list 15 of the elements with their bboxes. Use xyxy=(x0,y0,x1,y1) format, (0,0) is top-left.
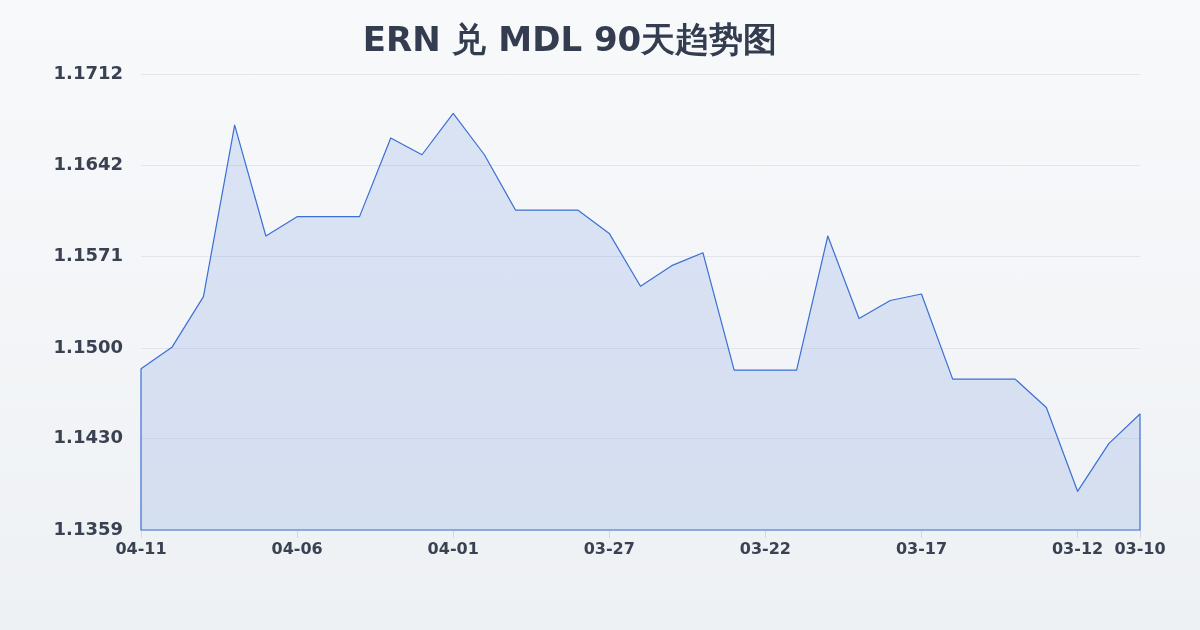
x-tick-label: 03-22 xyxy=(739,538,791,558)
x-tick-label: 03-10 xyxy=(1114,538,1166,558)
x-tick-label: 04-11 xyxy=(115,538,167,558)
x-tick-label: 03-12 xyxy=(1051,538,1104,558)
y-tick-label: 1.1359 xyxy=(53,517,123,539)
y-tick-label: 1.1430 xyxy=(53,426,123,448)
y-tick-label: 1.1500 xyxy=(53,335,123,357)
chart-title: ERN 兑 MDL 90天趋势图 xyxy=(362,19,778,60)
x-tick-label: 04-06 xyxy=(271,538,323,558)
x-tick-label: 04-01 xyxy=(427,538,479,558)
x-tick-label: 03-27 xyxy=(583,538,635,558)
y-tick-label: 1.1571 xyxy=(53,244,123,266)
y-tick-label: 1.1642 xyxy=(53,152,123,174)
y-tick-label: 1.1712 xyxy=(53,62,123,84)
x-tick-label: 03-17 xyxy=(895,538,948,558)
